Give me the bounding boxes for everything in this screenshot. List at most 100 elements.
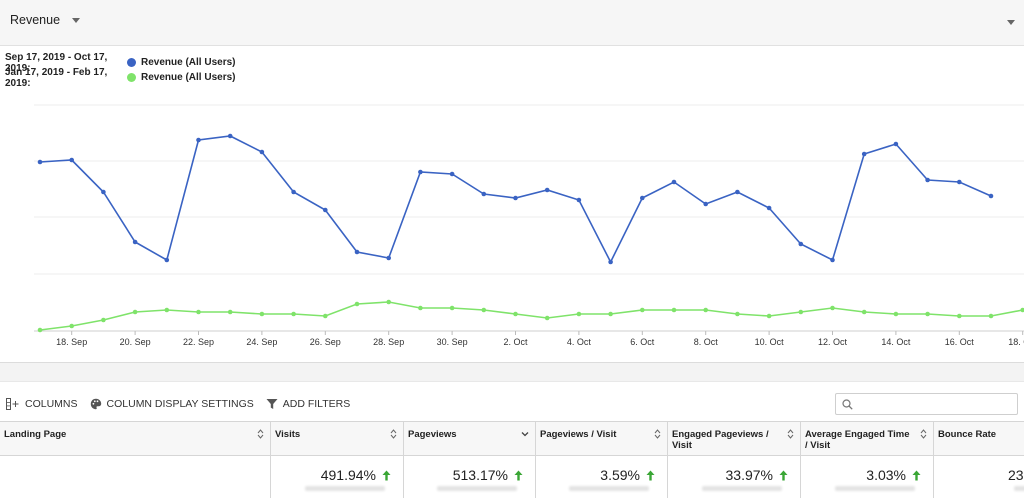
data-point: [893, 311, 899, 317]
x-axis: 18. Sep 20. Sep 22. Sep 24. Sep 26. Sep 28. S…: [56, 331, 1024, 347]
comparison-value-blurred: [437, 486, 517, 491]
column-header-pageviews[interactable]: Pageviews: [404, 422, 536, 456]
column-header-pageviews-per-visit[interactable]: Pageviews / Visit: [536, 422, 668, 456]
x-tick-label: 18. Sep: [56, 337, 87, 347]
sort-both-icon[interactable]: [654, 429, 661, 439]
column-header-bounce-rate[interactable]: Bounce Rate: [934, 422, 1024, 456]
sort-both-icon[interactable]: [257, 429, 264, 439]
x-tick-label: 12. Oct: [818, 337, 848, 347]
arrow-up-icon: [912, 470, 921, 480]
filter-icon: [266, 399, 278, 409]
cell-value: 23.2: [1008, 467, 1024, 483]
data-point: [703, 201, 708, 207]
data-point: [196, 137, 201, 143]
search-input[interactable]: [857, 395, 1017, 413]
comparison-value-blurred: [835, 486, 915, 491]
metric-dropdown[interactable]: Revenue: [10, 13, 81, 27]
column-header-engaged-pageviews-per-visit[interactable]: Engaged Pageviews / Visit: [668, 422, 801, 456]
data-point: [544, 187, 550, 193]
column-header-label: Landing Page: [4, 429, 67, 440]
data-point: [69, 157, 74, 163]
arrow-up-icon: [646, 470, 655, 480]
data-point: [132, 239, 138, 245]
x-tick-label: 16. Oct: [945, 337, 975, 347]
data-point: [576, 197, 582, 203]
top-bar: Revenue: [0, 0, 1024, 46]
data-point: [69, 323, 74, 329]
add-filters-button[interactable]: ADD FILTERS: [266, 398, 350, 410]
data-point: [798, 309, 804, 315]
x-tick-label: 4. Oct: [567, 337, 592, 347]
table-search[interactable]: [835, 393, 1018, 415]
comparison-value-blurred: [702, 486, 782, 491]
search-icon: [842, 398, 853, 410]
sort-both-icon[interactable]: [920, 429, 927, 439]
data-point: [735, 189, 740, 195]
data-point: [227, 133, 233, 139]
data-point: [830, 305, 835, 311]
data-point: [608, 259, 613, 265]
data-point: [37, 159, 43, 165]
data-point: [291, 311, 296, 317]
arrow-up-icon: [514, 470, 523, 480]
chevron-down-icon[interactable]: [1007, 20, 1015, 25]
data-point: [513, 311, 518, 317]
panel-divider: [0, 362, 1024, 382]
data-point: [354, 301, 360, 307]
column-display-settings-button[interactable]: COLUMN DISPLAY SETTINGS: [90, 398, 254, 410]
comparison-value-blurred: [569, 486, 649, 491]
data-point: [671, 307, 677, 313]
data-point: [386, 299, 392, 305]
legend-date-range: Jan 17, 2019 - Feb 17, 2019:: [5, 66, 108, 89]
x-tick-label: 14. Oct: [881, 337, 911, 347]
data-point: [196, 309, 201, 315]
sort-both-icon[interactable]: [390, 429, 397, 439]
columns-label: COLUMNS: [25, 398, 78, 410]
table-header: Landing Page Visits Pageviews Pageviews …: [0, 422, 1024, 456]
data-point: [988, 313, 994, 319]
legend-swatch: [127, 58, 136, 67]
sort-descending-icon[interactable]: [521, 429, 529, 439]
data-point: [988, 193, 994, 199]
data-point: [323, 313, 328, 319]
data-point: [386, 255, 392, 261]
data-point: [735, 311, 740, 317]
column-header-label: Pageviews / Visit: [540, 429, 617, 440]
data-point: [957, 179, 962, 185]
cell-value: 33.97%: [725, 467, 773, 483]
sort-both-icon[interactable]: [787, 429, 794, 439]
add-filters-label: ADD FILTERS: [282, 398, 351, 410]
data-point: [449, 171, 455, 177]
x-tick-label: 10. Oct: [755, 337, 785, 347]
revenue-line-chart: 18. Sep 20. Sep 22. Sep 24. Sep 26. Sep 28. S…: [34, 104, 1024, 347]
column-header-label: Bounce Rate: [938, 429, 997, 440]
x-tick-label: 2. Oct: [503, 337, 528, 347]
x-tick-label: 18. Oct: [1008, 337, 1024, 347]
data-point: [893, 141, 899, 147]
data-point: [766, 205, 772, 211]
data-point: [418, 305, 423, 311]
arrow-up-icon: [382, 470, 391, 480]
data-point: [703, 307, 708, 313]
chart-series: [37, 133, 1024, 333]
table-row[interactable]: 491.94% 513.17% 3.59% 33.97% 3.03% 23.2: [0, 456, 1024, 498]
palette-icon: [90, 398, 101, 410]
series-line: [39, 301, 1023, 331]
cell-value: 491.94%: [320, 467, 376, 483]
data-point: [101, 189, 106, 195]
data-point: [640, 195, 645, 201]
data-point: [164, 307, 170, 313]
data-point: [608, 311, 613, 317]
column-header-landing-page[interactable]: Landing Page: [0, 422, 271, 456]
columns-button[interactable]: COLUMNS: [6, 398, 78, 410]
legend-series-label: Revenue (All Users): [141, 72, 236, 83]
column-display-settings-label: COLUMN DISPLAY SETTINGS: [106, 398, 254, 410]
legend-date-range: Sep 17, 2019 - Oct 17, 2019:: [5, 51, 108, 74]
column-header-average-engaged-time[interactable]: Average Engaged Time / Visit: [801, 422, 934, 456]
column-header-visits[interactable]: Visits: [271, 422, 404, 456]
cell-average-engaged-time: 3.03%: [801, 456, 934, 498]
metric-dropdown-label: Revenue: [10, 13, 61, 27]
x-tick-label: 28. Sep: [373, 337, 404, 347]
landing-page-table: Landing Page Visits Pageviews Pageviews …: [0, 421, 1024, 498]
data-point: [354, 249, 360, 255]
